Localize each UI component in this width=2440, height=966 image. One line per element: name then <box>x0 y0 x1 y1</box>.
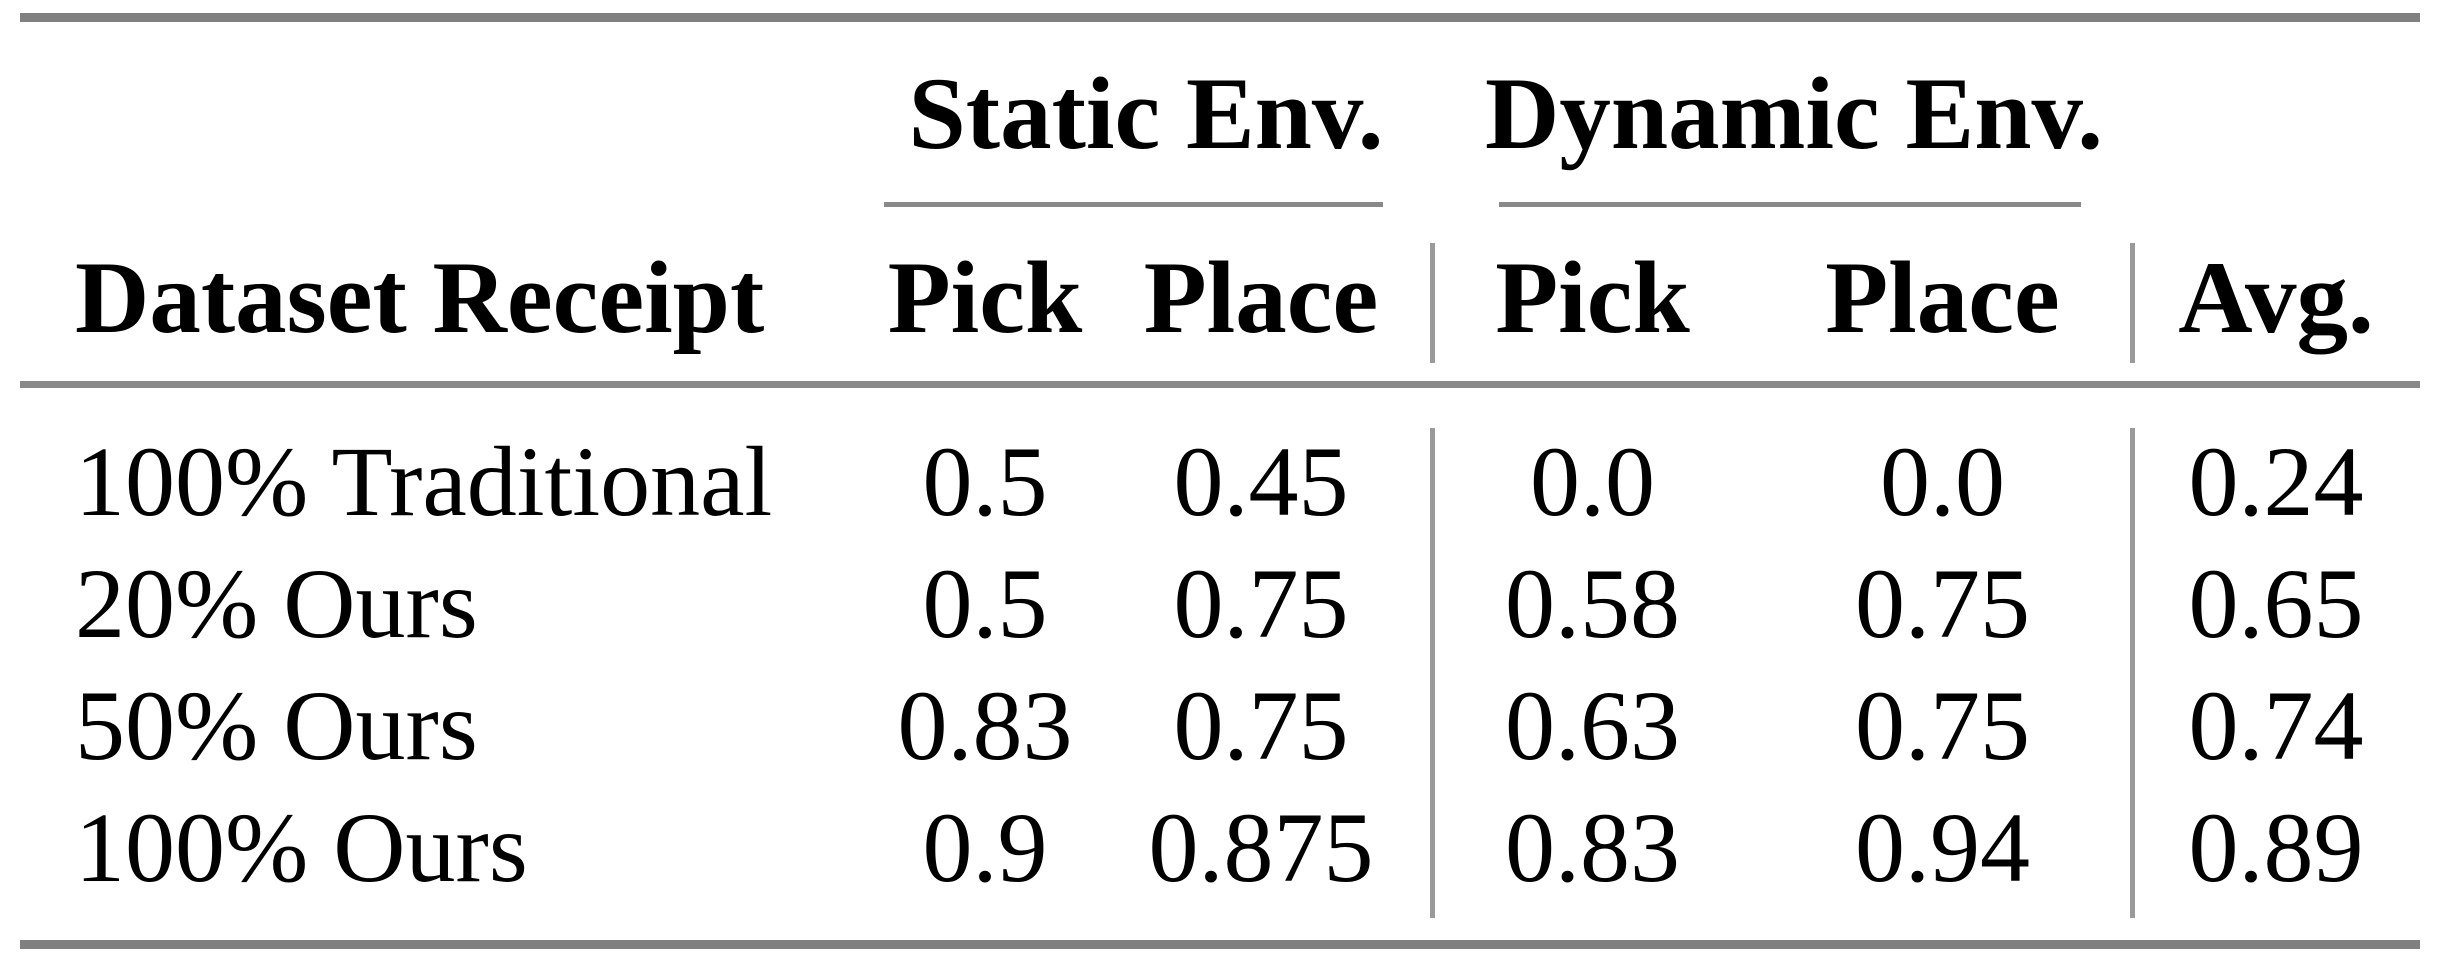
static-env-cmidrule <box>884 202 1383 207</box>
vertical-rule-avg-header <box>2130 243 2135 363</box>
cell-100-ours-avg: 0.89 <box>2188 792 2364 903</box>
cell-100-traditional-avg: 0.24 <box>2188 426 2364 537</box>
group-header-dynamic-env: Dynamic Env. <box>1484 57 2104 171</box>
table-bottom-rule <box>20 940 2420 949</box>
table-grid: Static Env. Dynamic Env. Dataset Receipt… <box>20 22 2420 940</box>
dynamic-env-cmidrule <box>1499 202 2081 207</box>
row-label-20-ours: 20% Ours <box>75 548 478 659</box>
cell-100-ours-static-place: 0.875 <box>1148 792 1374 903</box>
cell-100-traditional-dynamic-place: 0.0 <box>1880 426 2005 537</box>
cell-20-ours-static-pick: 0.5 <box>922 548 1048 659</box>
cell-50-ours-dynamic-pick: 0.63 <box>1505 670 1680 781</box>
col-header-dataset-receipt: Dataset Receipt <box>75 241 765 355</box>
col-header-static-place: Place <box>1143 241 1379 355</box>
cell-50-ours-avg: 0.74 <box>2188 670 2364 781</box>
col-header-dynamic-pick: Pick <box>1495 241 1690 355</box>
row-label-100-ours: 100% Ours <box>75 792 528 903</box>
row-label-50-ours: 50% Ours <box>75 670 478 781</box>
cell-20-ours-dynamic-pick: 0.58 <box>1505 548 1680 659</box>
cell-20-ours-static-place: 0.75 <box>1173 548 1349 659</box>
cell-100-ours-static-pick: 0.9 <box>922 792 1048 903</box>
cell-100-traditional-static-pick: 0.5 <box>922 426 1048 537</box>
cell-50-ours-dynamic-place: 0.75 <box>1855 670 2030 781</box>
table-top-rule <box>20 13 2420 22</box>
cell-50-ours-static-pick: 0.83 <box>897 670 1073 781</box>
cell-100-traditional-dynamic-pick: 0.0 <box>1530 426 1655 537</box>
table-header-rule <box>20 381 2420 388</box>
col-header-static-pick: Pick <box>887 241 1083 355</box>
vertical-rule-avg-body <box>2130 428 2135 918</box>
col-header-dynamic-place: Place <box>1825 241 2060 355</box>
cell-50-ours-static-place: 0.75 <box>1173 670 1349 781</box>
vertical-rule-static-dynamic-body <box>1430 428 1435 918</box>
row-label-100-traditional: 100% Traditional <box>75 426 773 537</box>
cell-100-ours-dynamic-pick: 0.83 <box>1505 792 1680 903</box>
col-header-avg: Avg. <box>2178 241 2374 355</box>
cell-100-ours-dynamic-place: 0.94 <box>1855 792 2030 903</box>
cell-20-ours-avg: 0.65 <box>2188 548 2364 659</box>
group-header-static-env: Static Env. <box>908 57 1384 171</box>
vertical-rule-static-dynamic-header <box>1430 243 1435 363</box>
cell-100-traditional-static-place: 0.45 <box>1173 426 1349 537</box>
cell-20-ours-dynamic-place: 0.75 <box>1855 548 2030 659</box>
